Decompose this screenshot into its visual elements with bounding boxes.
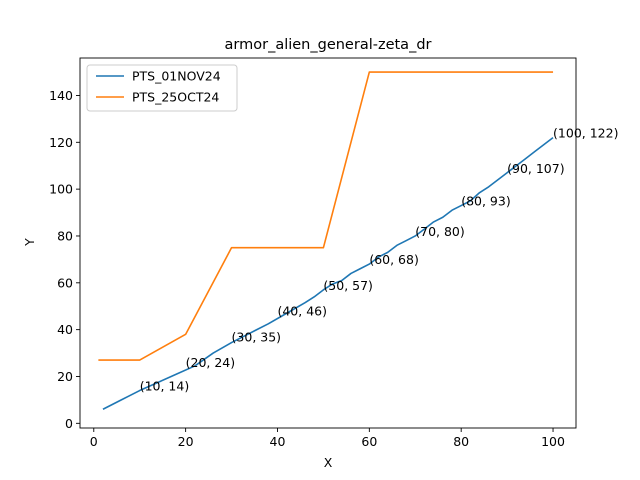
x-tick-label: 100 (541, 434, 565, 449)
y-tick-label: 120 (49, 135, 73, 150)
y-tick-label: 40 (57, 322, 73, 337)
legend-label-1: PTS_01NOV24 (132, 69, 221, 84)
series-line-2 (98, 71, 554, 361)
chart-title: armor_alien_general-zeta_dr (225, 37, 432, 53)
y-tick-label: 100 (49, 182, 73, 197)
data-label-8: (80, 93) (461, 194, 511, 209)
y-axis-label: Y (22, 238, 37, 247)
series-line-1 (102, 136, 554, 410)
y-tick-label: 60 (57, 275, 73, 290)
y-tick-label: 0 (65, 416, 73, 431)
y-tick-label: 140 (49, 88, 73, 103)
x-tick-label: 60 (361, 434, 377, 449)
data-label-7: (70, 80) (415, 224, 465, 239)
data-label-4: (40, 46) (277, 304, 327, 319)
axes-frame (79, 57, 577, 429)
data-label-9: (90, 107) (507, 161, 564, 176)
legend: PTS_01NOV24 PTS_25OCT24 (86, 64, 238, 112)
x-tick-label: 0 (90, 434, 98, 449)
data-label-2: (20, 24) (186, 355, 236, 370)
legend-box (86, 64, 238, 112)
x-tick-label: 20 (178, 434, 194, 449)
x-axis-label: X (324, 455, 333, 470)
data-label-3: (30, 35) (232, 329, 282, 344)
data-label-5: (50, 57) (323, 278, 373, 293)
data-label-1: (10, 14) (140, 379, 190, 394)
data-label-6: (60, 68) (369, 252, 419, 267)
plot-area: (10, 14) (20, 24) (30, 35) (40, 46) (50, 57)… (49, 57, 618, 449)
y-tick-label: 20 (57, 369, 73, 384)
data-label-10: (100, 122) (553, 126, 618, 141)
x-tick-label: 80 (453, 434, 469, 449)
y-tick-label: 80 (57, 228, 73, 243)
x-tick-label: 40 (270, 434, 286, 449)
legend-label-2: PTS_25OCT24 (132, 90, 219, 105)
